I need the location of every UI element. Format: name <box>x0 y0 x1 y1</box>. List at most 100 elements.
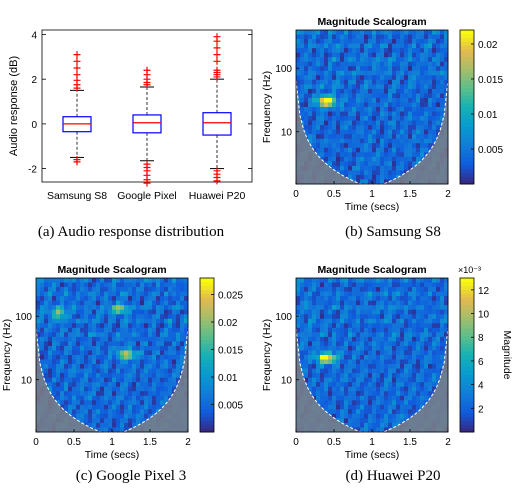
heatmap-cell <box>116 300 121 306</box>
heatmap-cell <box>104 355 109 360</box>
heatmap-cell <box>444 309 449 315</box>
heatmap-cell <box>432 341 437 347</box>
heatmap-cell <box>148 278 153 283</box>
heatmap-cell <box>428 30 433 35</box>
heatmap-cell <box>64 377 69 383</box>
heatmap-cell <box>96 395 101 401</box>
heatmap-cell <box>64 355 69 360</box>
heatmap-cell <box>56 395 61 401</box>
heatmap-cell <box>344 300 349 306</box>
box-iqr <box>202 112 232 136</box>
heatmap-cell <box>360 368 365 374</box>
heatmap-cell <box>368 386 373 392</box>
heatmap-cell <box>424 341 429 347</box>
heatmap-cell <box>376 391 381 397</box>
heatmap-cell <box>44 296 49 302</box>
heatmap-cell <box>140 282 145 288</box>
heatmap-cell <box>356 327 361 333</box>
heatmap-cell <box>124 296 129 302</box>
heatmap-cell <box>116 386 121 392</box>
heatmap-cell <box>352 364 357 369</box>
heatmap-cell <box>372 75 377 81</box>
heatmap-cell <box>148 314 153 320</box>
heatmap-cell <box>368 318 373 324</box>
heatmap-cell <box>360 93 365 99</box>
heatmap-cell <box>120 391 125 397</box>
heatmap-cell <box>380 368 385 374</box>
heatmap-cell <box>412 287 417 292</box>
heatmap-cell <box>416 61 421 67</box>
heatmap-cell <box>384 161 389 167</box>
heatmap-cell <box>308 88 313 94</box>
heatmap-cell <box>400 395 405 401</box>
heatmap-cell <box>132 345 137 351</box>
heatmap-cell <box>296 327 301 333</box>
heatmap-cell <box>164 359 169 365</box>
heatmap-cell <box>396 386 401 392</box>
heatmap-cell <box>372 170 377 176</box>
heatmap-cell <box>340 350 345 356</box>
heatmap-cell <box>328 336 333 342</box>
heatmap-cell <box>132 300 137 306</box>
heatmap-cell <box>348 97 353 103</box>
heatmap-cell <box>176 305 181 311</box>
heatmap-cell <box>296 48 301 54</box>
chart-title: Magnitude Scalogram <box>57 264 166 276</box>
heatmap-cell <box>380 48 385 54</box>
heatmap-cell <box>360 323 365 329</box>
heatmap-cell <box>404 305 409 311</box>
heatmap-cell <box>156 341 161 347</box>
heatmap-cell <box>388 39 393 44</box>
heatmap-cell <box>40 336 45 342</box>
heatmap-cell <box>380 152 385 158</box>
heatmap-cell <box>440 300 445 306</box>
heatmap-cell <box>320 332 325 338</box>
heatmap-cell <box>404 88 409 94</box>
heatmap-cell <box>412 116 417 121</box>
heatmap-cell <box>156 327 161 333</box>
heatmap-cell <box>372 391 377 397</box>
colorbar-segment <box>460 324 474 329</box>
heatmap-cell <box>388 382 393 388</box>
heatmap-cell <box>404 373 409 379</box>
heatmap-cell <box>332 350 337 356</box>
heatmap-cell <box>164 345 169 351</box>
heatmap-cell <box>364 427 369 433</box>
heatmap-cell <box>380 355 385 360</box>
heatmap-cell <box>436 282 441 288</box>
heatmap-cell <box>380 138 385 144</box>
heatmap-cell <box>432 282 437 288</box>
colorbar-segment <box>460 180 474 185</box>
heatmap-cell <box>380 61 385 67</box>
heatmap-cell <box>400 314 405 320</box>
heatmap-cell <box>56 282 61 288</box>
heatmap-cell <box>412 327 417 333</box>
heatmap-cell <box>408 309 413 315</box>
heatmap-cell <box>300 345 305 351</box>
heatmap-cell <box>300 300 305 306</box>
heatmap-cell <box>312 120 317 126</box>
heatmap-cell <box>336 355 341 360</box>
heatmap-cell <box>328 409 333 415</box>
heatmap-cell <box>308 30 313 35</box>
heatmap-cell <box>48 355 53 360</box>
caption-a: (a) Audio response distribution <box>37 224 225 240</box>
heatmap-cell <box>308 336 313 342</box>
heatmap-cell <box>364 341 369 347</box>
heatmap-cell <box>392 174 397 180</box>
heatmap-cell <box>100 345 105 351</box>
heatmap-cell <box>304 332 309 338</box>
heatmap-cell <box>428 102 433 108</box>
heatmap-cell <box>84 368 89 374</box>
heatmap-cell <box>328 111 333 117</box>
heatmap-cell <box>300 39 305 44</box>
heatmap-cell <box>180 296 185 302</box>
heatmap-cell <box>164 323 169 329</box>
heatmap-cell <box>384 345 389 351</box>
heatmap-cell <box>388 143 393 149</box>
colorbar-segment <box>200 374 214 379</box>
heatmap-cell <box>316 287 321 292</box>
heatmap-cell <box>388 359 393 365</box>
heatmap-cell <box>64 278 69 283</box>
heatmap-cell <box>336 39 341 44</box>
